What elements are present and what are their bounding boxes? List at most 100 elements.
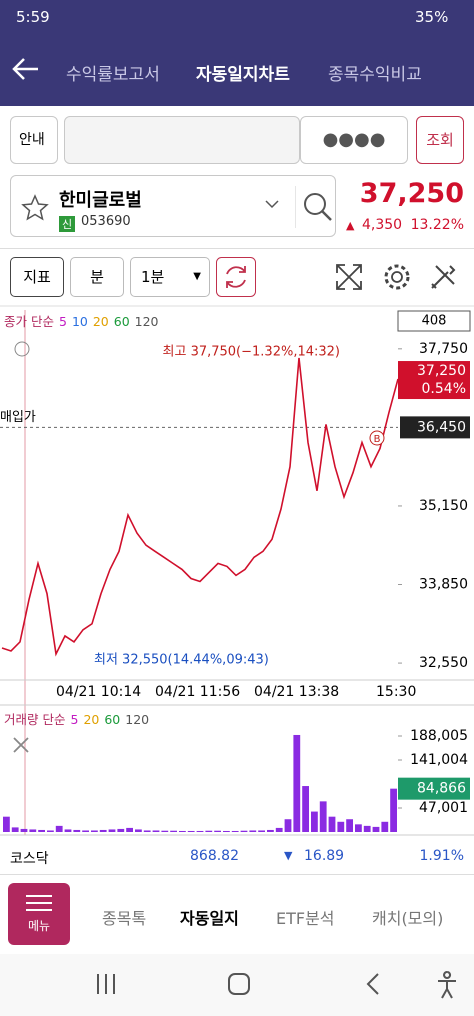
search-icon[interactable]: [295, 186, 335, 228]
volume-bar: [249, 830, 257, 832]
dropdown-icon: [265, 200, 279, 209]
y-tick-label: 141,004: [410, 752, 468, 768]
volume-bar: [311, 811, 318, 832]
tools-button[interactable]: [428, 262, 458, 292]
accessibility-button[interactable]: [438, 971, 456, 999]
query-button[interactable]: 조회: [416, 116, 464, 164]
time: 5:59: [16, 8, 50, 26]
status-bar: 5:59 35%: [0, 0, 474, 34]
unit-button[interactable]: 분: [70, 257, 124, 297]
volume-bar: [179, 830, 186, 832]
period-select[interactable]: 1분 ▼: [130, 257, 210, 297]
volume-bar: [231, 830, 239, 832]
volume-bar: [82, 830, 89, 832]
index-row: 코스닥 868.82 ▼ 16.89 1.91%: [0, 838, 474, 874]
stock-change-pct: 13.22%: [410, 217, 464, 233]
menu-label: 메뉴: [27, 919, 51, 933]
legend-ma: 20: [83, 712, 99, 727]
zoom-icon[interactable]: [14, 341, 30, 357]
legend-ma: 60: [104, 712, 120, 727]
settings-button[interactable]: [382, 262, 412, 292]
refresh-button[interactable]: [216, 257, 256, 297]
favorite-icon[interactable]: [21, 194, 49, 222]
volume-bar: [143, 830, 151, 832]
legend-ma: 60: [114, 314, 130, 329]
index-change-pct: 1.91%: [419, 848, 464, 864]
current-box: [398, 361, 470, 400]
back-nav-button[interactable]: [366, 973, 379, 995]
volume-bar: [390, 788, 397, 832]
stock-name: 한미글로벌: [59, 190, 142, 211]
down-arrow: ▼: [284, 849, 293, 862]
legend-ma: 120: [125, 712, 149, 727]
volume-bar: [205, 830, 213, 832]
battery: 35%: [415, 8, 449, 26]
volume-bar: [363, 825, 371, 832]
volume-bar: [3, 816, 10, 832]
marker: B: [374, 434, 381, 445]
stock-selector[interactable]: 한미글로벌 신 053690: [10, 175, 336, 237]
expand-button[interactable]: [334, 262, 364, 292]
recent-button[interactable]: [97, 974, 115, 994]
volume-bar: [258, 830, 265, 832]
y-tick-label: 33,850: [419, 577, 468, 593]
indicator-button[interactable]: 지표: [10, 257, 64, 297]
volume-bar: [346, 819, 353, 832]
volume-bar: [64, 829, 72, 832]
divider: [0, 248, 474, 249]
y-tick-label: 188,005: [410, 728, 468, 744]
stock-badge: 신: [59, 216, 76, 232]
volume-bar: [108, 829, 116, 832]
tab[interactable]: 종목수익비교: [328, 65, 422, 85]
volume-bar: [47, 830, 54, 832]
account-field[interactable]: [64, 116, 300, 164]
legend-label: 종가 단순: [4, 314, 54, 329]
volume-bar: [372, 826, 380, 832]
volume-bar: [161, 830, 169, 832]
current-label: 37,250: [417, 363, 466, 379]
nav-tab[interactable]: ETF분석: [276, 909, 335, 928]
index-change: 16.89: [304, 848, 345, 864]
high-annotation: 최고 37,750(−1.32%,14:32): [163, 345, 340, 360]
nav-tab[interactable]: 종목톡: [102, 909, 147, 928]
nav-tab[interactable]: 캐치(모의): [372, 909, 444, 928]
volume-bar: [319, 801, 327, 832]
volume-bar: [275, 827, 283, 832]
y-tick-label: 37,750: [419, 341, 468, 357]
x-tick-label: 04/21 10:14: [56, 684, 141, 700]
volume-bar: [284, 819, 292, 832]
legend: 거래량 단순 5 20 60 120: [4, 712, 149, 727]
volume-bar: [355, 824, 362, 832]
bottom-nav: 메뉴 종목톡 자동일지 ETF분석 캐치(모의): [0, 874, 474, 954]
password-field[interactable]: ●●●●: [300, 116, 408, 164]
index-value: 868.82: [190, 848, 239, 864]
volume-bar: [267, 829, 274, 832]
menu-button[interactable]: 메뉴: [8, 883, 70, 945]
stock-change: 4,350: [362, 217, 403, 233]
current-box: [398, 777, 470, 800]
tab[interactable]: 수익률보고서: [66, 65, 160, 85]
info-field[interactable]: 안내: [10, 116, 58, 164]
home-button[interactable]: [228, 973, 250, 995]
back-button[interactable]: [10, 54, 42, 84]
close-icon[interactable]: [13, 737, 29, 753]
header: 수익률보고서 자동일지차트 종목수익비교: [0, 34, 474, 106]
volume-bar: [170, 830, 177, 832]
x-tick-label: 04/21 13:38: [254, 684, 339, 700]
y-tick-label: 32,550: [419, 655, 468, 671]
x-tick-label: 04/21 11:56: [155, 684, 240, 700]
count-box: [397, 310, 471, 332]
volume-bar: [302, 786, 309, 832]
current-pct: 0.54%: [422, 381, 466, 397]
volume-bar: [293, 734, 301, 832]
buy-price-name: 매입가: [0, 410, 36, 425]
nav-tab-active[interactable]: 자동일지: [180, 909, 239, 928]
volume-bar: [38, 829, 45, 832]
volume-bar: [73, 829, 81, 832]
legend-ma: 10: [72, 314, 88, 329]
legend-ma: 120: [135, 314, 159, 329]
volume-bar: [117, 828, 125, 832]
tab-active[interactable]: 자동일지차트: [196, 65, 290, 85]
stock-price: 37,250: [359, 178, 464, 209]
